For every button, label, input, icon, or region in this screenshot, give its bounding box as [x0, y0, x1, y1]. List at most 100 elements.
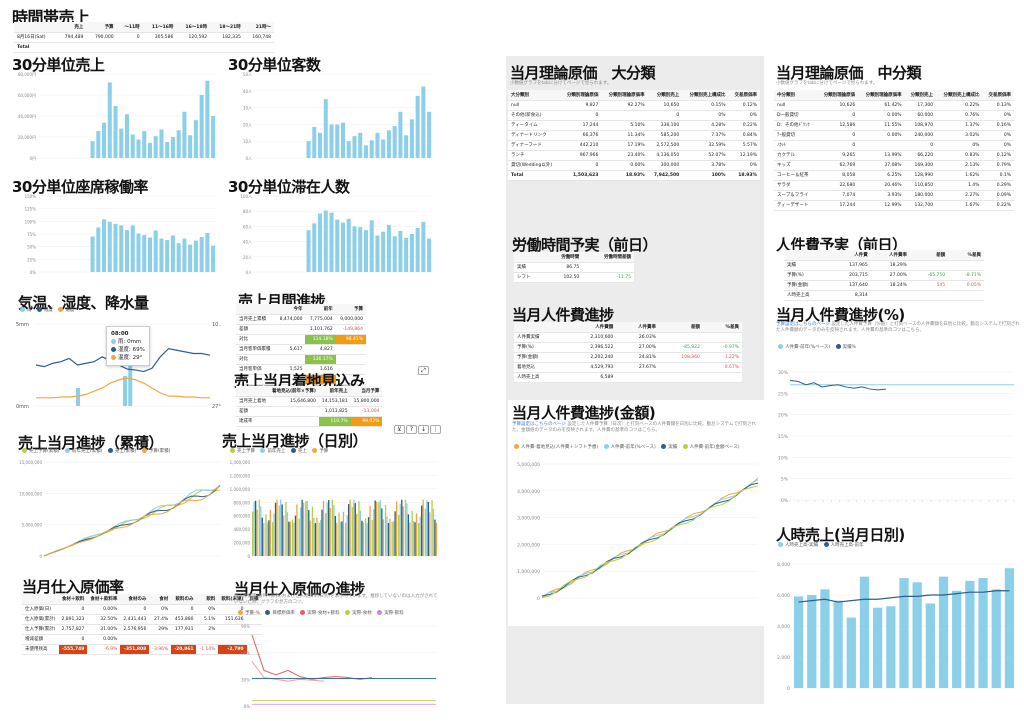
table-row: 8月16日(Sat) 794,489 790,000 0 305,586 120,592 1… — [14, 32, 274, 43]
bar — [142, 131, 147, 158]
bar — [386, 516, 388, 556]
bar — [807, 595, 817, 688]
bar — [427, 238, 432, 272]
bar — [136, 139, 141, 158]
y-tick-label: 600,000 — [233, 514, 250, 519]
bar — [170, 235, 175, 272]
table-row: 対比 114.18% 98.41% — [236, 334, 366, 345]
cum-legend: 売上予算(累積) 前年売上(累積) 売上(累積) 予算(累積) — [18, 448, 170, 454]
table-cell: 0.15% — [682, 100, 729, 111]
table-cell: 2,891,323 — [58, 614, 88, 625]
y-tick-label: 5% — [781, 477, 789, 483]
y-tick-label: 6,000 — [777, 593, 790, 599]
bar — [113, 223, 118, 272]
table-row: 当月客単価 1,525 1,616 — [236, 364, 366, 375]
help-icon[interactable]: ? — [406, 425, 417, 434]
table-cell: 100% — [682, 170, 729, 181]
y-tick-label: 10人 — [243, 139, 252, 144]
bar — [331, 499, 334, 556]
y-tick-label: 0% — [781, 498, 789, 504]
table-cell: 人件費実績 — [514, 332, 565, 343]
table-cell: 305,586 — [142, 32, 177, 43]
table-cell: 27.00% — [870, 270, 910, 281]
menu-icon[interactable]: ⋮ — [430, 425, 441, 434]
filter-icon[interactable]: ⊻ — [394, 425, 405, 434]
y-tick-label: 800,000 — [233, 500, 250, 505]
bar — [346, 515, 348, 556]
bar — [369, 505, 371, 556]
table-cell: 0.09% — [982, 190, 1014, 201]
bar — [886, 606, 896, 688]
table-cell: 18.29% — [870, 260, 910, 271]
table-header: 労働時間 — [544, 252, 583, 263]
table-cell: ﾉｶｯﾄ — [774, 140, 817, 151]
bar — [306, 141, 311, 158]
table-cell: 182,335 — [210, 32, 244, 43]
table-cell: 貸切(Wedding以外) — [508, 160, 560, 171]
table-cell: 着地見込 — [514, 362, 565, 373]
table-row: null 10,626 61.42% 17,300 0.22% 0.13% — [774, 100, 1014, 111]
bar — [873, 607, 883, 688]
expand-icon[interactable]: ⤢ — [418, 366, 429, 375]
y-tick-label: 80人 — [243, 209, 252, 214]
theory-large-table: 大分類別 分類別理論原価 分類別理論原価率 分類別売上 分類別売上構成比 交差原価率 nul… — [508, 90, 760, 181]
table-cell: 9,265 — [816, 150, 859, 161]
labor-amt-link[interactable]: 予算設定はこちらのページ — [512, 422, 566, 427]
table-cell — [149, 634, 172, 645]
table-cell: 1.37% — [936, 120, 983, 131]
table-header: 食材 — [149, 594, 172, 605]
table-cell — [218, 634, 247, 645]
table-cell: 2,310,600 — [564, 332, 617, 343]
table-cell: 12.99% — [858, 200, 905, 211]
table-cell: 2,576,956 — [120, 624, 150, 635]
labor-month-table: 人件費額 人件費率 差額 %差異 人件費実績 2,310,600 26.03% 予算(%) 2,… — [514, 322, 742, 383]
bar — [387, 523, 390, 556]
table-cell: その他(新食込) — [508, 110, 560, 121]
bar — [398, 514, 400, 556]
bar — [349, 499, 351, 556]
bar — [261, 517, 263, 556]
prev-year-line — [798, 590, 1010, 603]
table-cell: 実績 — [784, 260, 831, 271]
bar — [429, 512, 431, 556]
labor-pct-link[interactable]: 予算設定はこちらのページ — [776, 322, 830, 327]
table-header: 食材＋飲料 — [58, 594, 88, 605]
bar — [102, 219, 107, 272]
table-cell: 4.28% — [682, 120, 729, 131]
y-tick-label: 25% — [27, 257, 36, 262]
table-cell — [275, 374, 306, 385]
y-tick-label: 3,000,000 — [517, 516, 540, 522]
labor-amount-card — [508, 400, 764, 626]
bar — [415, 227, 420, 272]
table-cell: 27.67% — [616, 362, 660, 373]
bar — [153, 136, 158, 158]
table-cell: 当月客単価 — [236, 364, 276, 375]
download-icon[interactable]: ↓ — [418, 425, 429, 434]
bar — [294, 515, 297, 556]
table-cell: 未使用残高 — [22, 644, 59, 655]
table-cell: キッズ — [774, 160, 817, 171]
bar — [361, 520, 363, 556]
actual-line — [789, 380, 887, 391]
table-row: 予算(%) 203,715 27.00% -65,750 -8.71% — [784, 270, 984, 281]
table-header: 分類別理論原価率 — [601, 90, 648, 101]
table-row: 対比 136.17% — [236, 354, 366, 365]
table-cell: 32.59% — [682, 140, 729, 151]
table-header: 今年 — [275, 304, 306, 315]
table-cell: 22,680 — [816, 180, 859, 191]
table-header — [236, 304, 276, 315]
bar — [271, 522, 274, 556]
table-cell: 0 — [120, 604, 150, 615]
table-cell: 2,202,240 — [564, 352, 617, 363]
table-cell: 29% — [149, 624, 172, 635]
y-tick-label: 1,200,000 — [230, 473, 251, 478]
table-row: 予算(%) 2,396,522 27.00% -85,922 -0.97% — [514, 342, 742, 353]
y-label-right: 10.. — [212, 322, 222, 328]
bar — [409, 522, 411, 556]
bar — [421, 505, 423, 556]
table-cell: 300,000 — [647, 160, 683, 171]
bar — [419, 516, 421, 556]
bar — [274, 502, 277, 556]
table-cell: 110.7% — [318, 416, 351, 427]
bar — [159, 129, 164, 158]
